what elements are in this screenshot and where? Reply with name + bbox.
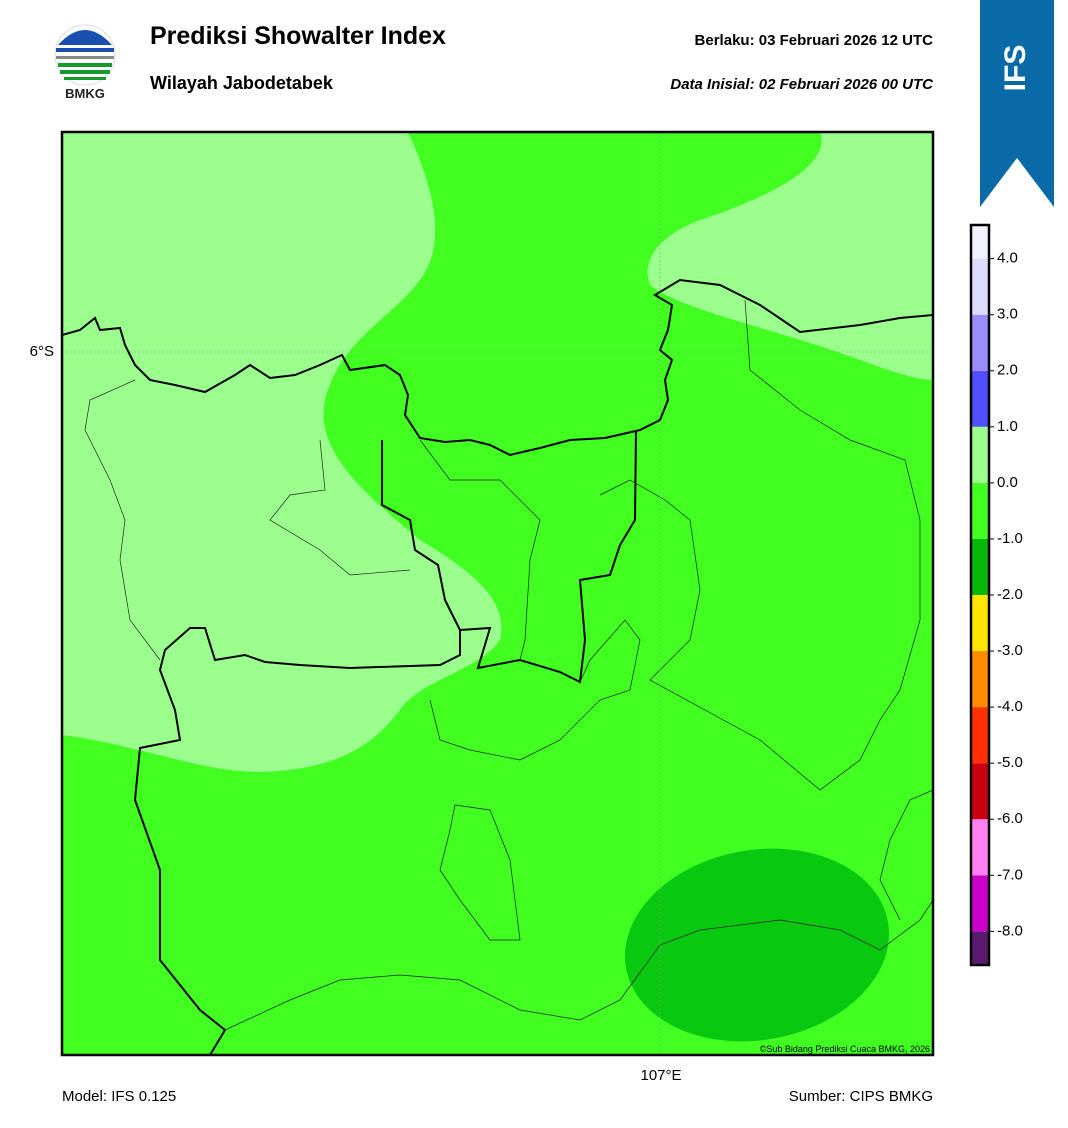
colorbar-bin [971,595,989,652]
colorbar-tick-label: 3.0 [997,306,1018,323]
colorbar-bin [971,707,989,764]
title: Prediksi Showalter Index [150,22,446,50]
copyright: ©Sub Bidang Prediksi Cuaca BMKG, 2026 [760,1044,930,1054]
colorbar-tick-label: 0.0 [997,474,1018,491]
subtitle: Wilayah Jabodetabek [150,73,334,93]
valid-time: Berlaku: 03 Februari 2026 12 UTC [695,32,934,49]
model-badge [980,0,1054,207]
colorbar-bin [971,931,989,965]
badge-text: IFS [999,45,1032,92]
colorbar-bin [971,258,989,315]
map: ©Sub Bidang Prediksi Cuaca BMKG, 2026 [62,132,933,1055]
lat-label: 6°S [30,343,54,360]
colorbar-bin [971,482,989,539]
colorbar-tick-label: -2.0 [997,586,1023,603]
colorbar-tick-label: -6.0 [997,810,1023,827]
logo-text: BMKG [65,86,105,101]
lon-label: 107°E [640,1067,681,1084]
colorbar-bin [971,875,989,932]
source-label: Sumber: CIPS BMKG [789,1088,933,1105]
colorbar-bin [971,538,989,595]
colorbar-tick-label: 4.0 [997,250,1018,267]
colorbar-bin [971,763,989,820]
map-frame [60,130,935,1057]
colorbar-tick-label: 1.0 [997,418,1018,435]
colorbar-bin [971,314,989,371]
colorbar-bin [971,426,989,483]
colorbar-tick-label: -5.0 [997,754,1023,771]
colorbar-tick-label: -7.0 [997,866,1023,883]
model-label: Model: IFS 0.125 [62,1088,176,1105]
bmkg-logo: BMKG [54,24,116,101]
colorbar-tick-label: 2.0 [997,362,1018,379]
init-time: Data Inisial: 02 Februari 2026 00 UTC [670,76,934,93]
colorbar-bin [971,370,989,427]
colorbar: 4.0 3.0 2.0 1.0 0.0 -1.0 -2.0 -3.0 -4.0 -5.0 -6.0 -… [969,223,1023,967]
colorbar-bin [971,651,989,708]
colorbar-bin [971,225,989,259]
colorbar-tick-label: -8.0 [997,922,1023,939]
colorbar-tick-label: -4.0 [997,698,1023,715]
colorbar-tick-label: -3.0 [997,642,1023,659]
colorbar-bin [971,819,989,876]
colorbar-tick-label: -1.0 [997,530,1023,547]
